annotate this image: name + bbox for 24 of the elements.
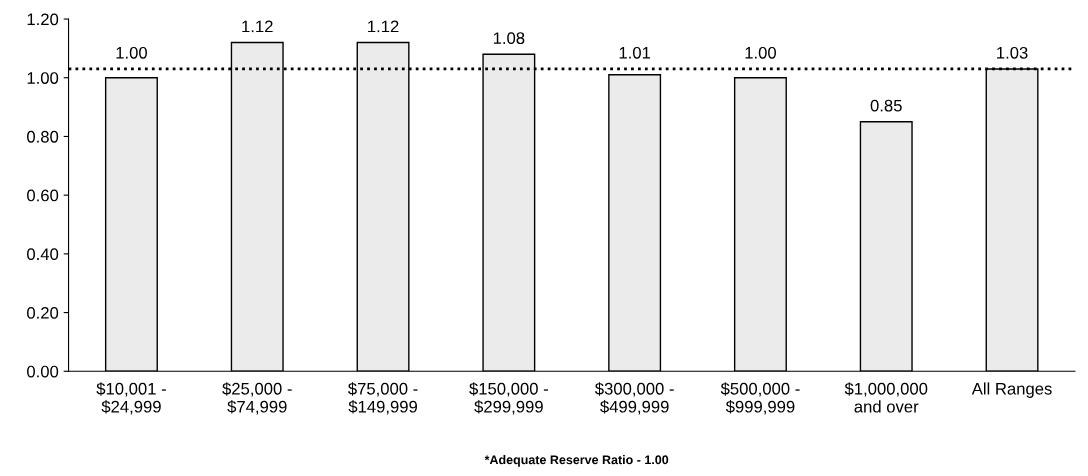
- x-tick-label: $25,000 - $74,999: [222, 382, 292, 415]
- y-tick-label: 0.00: [27, 365, 59, 378]
- y-tick-label: 0.40: [27, 248, 59, 261]
- data-label: 1.12: [368, 20, 399, 33]
- y-tick-label: 1.20: [27, 13, 59, 26]
- data-label: 1.12: [242, 20, 273, 33]
- y-tick-label: 0.80: [27, 130, 59, 143]
- y-tick-label: 0.60: [27, 189, 59, 202]
- y-tick-label: 0.20: [27, 306, 59, 319]
- text: *Adequate Reserve Ratio - 1.00: [484, 455, 669, 467]
- x-tick-label: All Ranges: [971, 382, 1052, 398]
- data-label: 0.85: [870, 99, 902, 112]
- x-tick-label: $10,001 - $24,999: [96, 382, 166, 415]
- x-tick-label: $150,000 - $299,999: [469, 382, 548, 415]
- x-tick-label: $500,000 - $999,999: [720, 382, 800, 415]
- x-tick-label: $300,000 - $499,999: [594, 382, 674, 415]
- data-label: 1.00: [745, 46, 777, 59]
- y-tick-label: 1.00: [27, 72, 59, 84]
- data-label: 1.01: [619, 46, 651, 59]
- x-tick-label: $75,000 - $149,999: [348, 382, 418, 415]
- x-tick-label: $1,000,000 and over: [844, 382, 928, 413]
- data-label: 1.08: [493, 32, 525, 45]
- data-label: 1.03: [997, 46, 1028, 59]
- data-label: 1.00: [116, 46, 148, 59]
